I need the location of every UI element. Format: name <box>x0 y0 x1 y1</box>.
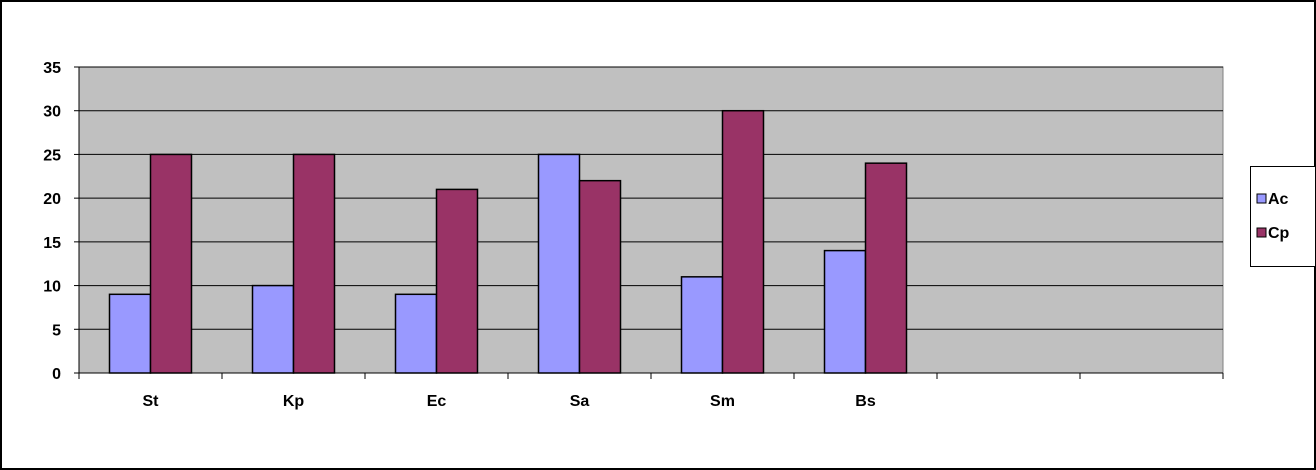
y-tick-label: 10 <box>43 279 61 296</box>
bar-cp-sm <box>721 109 765 374</box>
bar-ac-st <box>108 293 152 374</box>
x-tick-label: Kp <box>283 393 305 410</box>
x-tick-label: Sm <box>710 393 735 410</box>
x-tick-label: Bs <box>855 393 876 410</box>
bar-cp-bs <box>864 162 908 374</box>
y-tick-label: 15 <box>43 235 61 252</box>
bar-ac-kp <box>251 284 295 374</box>
legend-label-cp: Cp <box>1268 225 1290 242</box>
bar-cp-kp <box>292 153 336 374</box>
legend-swatch-cp <box>1256 227 1267 238</box>
legend-label-ac: Ac <box>1268 191 1289 208</box>
axes <box>74 66 1224 379</box>
bar-cp-sa <box>578 179 622 374</box>
bar-ac-bs <box>823 249 867 374</box>
y-tick-label: 25 <box>43 147 61 164</box>
y-tick-label: 20 <box>43 191 61 208</box>
bar-ac-sa <box>537 153 581 374</box>
bars <box>108 109 908 374</box>
y-tick-label: 5 <box>52 322 61 339</box>
legend: Ac Cp <box>1250 166 1316 267</box>
y-tick-label: 0 <box>52 366 61 383</box>
bar-cp-ec <box>435 188 479 374</box>
bar-ac-ec <box>394 293 438 374</box>
x-tick-label: Ec <box>427 393 447 410</box>
bar-ac-sm <box>680 276 724 374</box>
y-tick-label: 35 <box>43 60 61 77</box>
y-tick-label: 30 <box>43 104 61 121</box>
legend-swatch-ac <box>1256 193 1267 204</box>
bar-cp-st <box>149 153 193 374</box>
axis-labels: 0 5 10 15 20 25 30 35 St Kp Ec Sa Sm Bs <box>43 60 876 410</box>
x-tick-label: St <box>143 393 160 410</box>
plot-area <box>78 66 1224 374</box>
x-tick-label: Sa <box>570 393 590 410</box>
